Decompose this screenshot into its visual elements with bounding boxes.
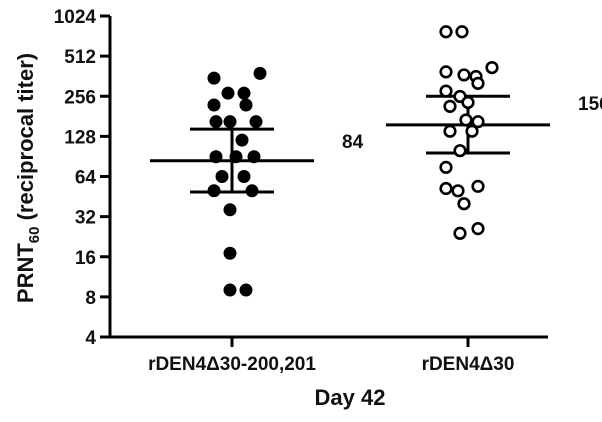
mean-value-label: 156: [578, 94, 602, 115]
data-point: [455, 25, 469, 39]
data-point: [237, 170, 251, 183]
y-tick-label: 128: [64, 127, 96, 148]
data-point: [223, 283, 237, 297]
data-marks: 84 156: [150, 25, 602, 297]
data-point: [247, 150, 261, 164]
data-point: [471, 76, 485, 90]
y-tick-label: 1024: [54, 7, 97, 28]
data-point: [209, 115, 223, 129]
data-point: [237, 86, 251, 100]
data-point: [459, 113, 473, 127]
data-point: [457, 197, 471, 211]
data-point: [443, 99, 457, 113]
y-tick-label: 16: [75, 248, 96, 269]
data-point: [207, 98, 221, 112]
data-point: [239, 98, 253, 112]
x-axis-title: Day 42: [315, 385, 386, 410]
data-point: [439, 25, 453, 39]
data-point: [249, 115, 263, 129]
axes: 4 8 16 32 64 128 256 512 1024 rDEN4Δ30-200,201 rDE…: [54, 7, 548, 375]
data-point: [229, 150, 243, 164]
data-point: [209, 150, 223, 164]
data-point: [253, 66, 267, 80]
data-point: [245, 184, 259, 198]
data-point: [207, 184, 221, 198]
data-point: [439, 65, 453, 79]
data-point: [465, 124, 479, 138]
data-point: [223, 246, 237, 260]
y-tick-label: 32: [75, 208, 96, 229]
x-category-label: rDEN4Δ30-200,201: [148, 354, 316, 375]
data-point: [223, 203, 237, 217]
y-tick-label: 512: [64, 47, 96, 68]
data-point: [439, 84, 453, 98]
data-point: [471, 115, 485, 129]
data-point: [439, 181, 453, 196]
data-point: [453, 226, 467, 240]
y-tick-label: 4: [85, 328, 96, 349]
y-axis-title: PRNT60 (reciprocal titer): [13, 53, 43, 303]
y-tick-label: 64: [75, 168, 97, 189]
data-point: [471, 179, 485, 193]
data-point: [439, 160, 453, 174]
data-point: [443, 124, 457, 138]
mean-value-label: 84: [342, 132, 364, 153]
data-point: [471, 222, 485, 236]
y-tick-label: 8: [85, 288, 96, 309]
data-point: [207, 71, 221, 85]
x-category-label: rDEN4Δ30: [422, 354, 515, 375]
data-point: [461, 95, 475, 110]
y-tick-label: 256: [64, 87, 96, 108]
data-point: [457, 68, 471, 82]
data-point: [223, 115, 237, 129]
data-point: [235, 133, 249, 147]
data-point: [485, 60, 499, 75]
data-point: [451, 184, 465, 198]
data-point: [453, 144, 467, 158]
data-point: [221, 86, 235, 100]
data-point: [215, 170, 229, 183]
data-point: [239, 283, 253, 297]
